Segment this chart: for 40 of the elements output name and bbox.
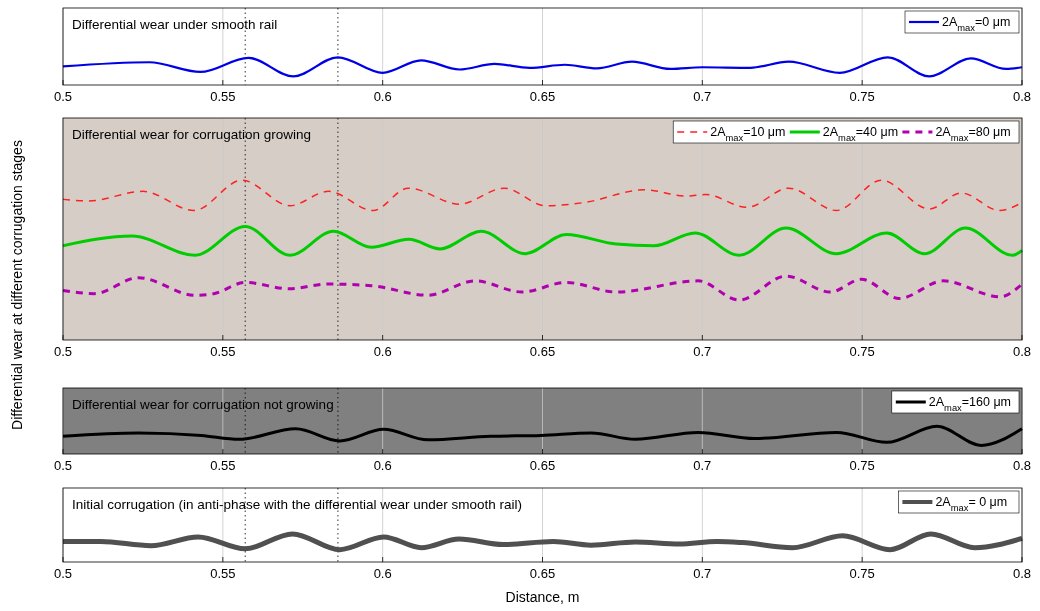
x-tick-label: 0.75 <box>849 344 875 359</box>
legend-label: 2A$_{max}$=40 μm <box>822 125 899 143</box>
x-tick-label: 0.75 <box>849 458 875 473</box>
x-tick-label: 0.75 <box>849 89 875 104</box>
x-tick-label: 0.55 <box>210 89 236 104</box>
x-tick-label: 0.65 <box>529 344 556 359</box>
x-tick-label: 0.5 <box>53 89 73 104</box>
x-tick-label: 0.8 <box>1012 344 1032 359</box>
x-tick-label: 0.55 <box>210 566 236 581</box>
x-tick-label: 0.6 <box>373 458 392 473</box>
x-tick-label: 0.6 <box>373 344 392 359</box>
x-tick-label: 0.8 <box>1012 566 1032 581</box>
legend-label: 2A$_{max}$=10 μm <box>710 125 786 143</box>
x-tick-label: 0.6 <box>373 89 392 104</box>
x-tick-label: 0.55 <box>210 344 236 359</box>
x-axis-title: Distance, m <box>505 589 580 605</box>
legend-label: 2A$_{max}$=80 μm <box>935 125 1011 143</box>
y-axis-title: Differential wear at different corrugation stages <box>9 140 25 430</box>
x-tick-label: 0.5 <box>53 344 73 359</box>
x-tick-label: 0.65 <box>529 89 556 104</box>
chart-title: Differential wear under smooth rail <box>72 17 278 32</box>
x-tick-label: 0.65 <box>529 458 556 473</box>
legend-label: 2A$_{max}$=160 μm <box>928 395 1012 413</box>
legend-label: 2A$_{max}$= 0 μm <box>935 495 1008 513</box>
x-tick-label: 0.75 <box>849 566 875 581</box>
x-tick-label: 0.5 <box>53 458 73 473</box>
x-tick-label: 0.65 <box>529 566 556 581</box>
x-tick-label: 0.5 <box>53 566 73 581</box>
legend-label: 2A$_{max}$=0 μm <box>942 15 1011 33</box>
x-tick-label: 0.7 <box>693 89 712 104</box>
x-tick-label: 0.7 <box>693 566 712 581</box>
chart-title: Differential wear for corrugation not growing <box>72 397 334 412</box>
x-tick-label: 0.8 <box>1012 458 1032 473</box>
x-tick-label: 0.7 <box>693 344 712 359</box>
x-tick-label: 0.6 <box>373 566 392 581</box>
chart-title: Initial corrugation (in anti-phase with the differential wear under smooth rail) <box>72 497 522 512</box>
x-tick-label: 0.7 <box>693 458 712 473</box>
chart-title: Differential wear for corrugation growing <box>72 127 312 142</box>
x-tick-label: 0.55 <box>210 458 236 473</box>
x-tick-label: 0.8 <box>1012 89 1032 104</box>
